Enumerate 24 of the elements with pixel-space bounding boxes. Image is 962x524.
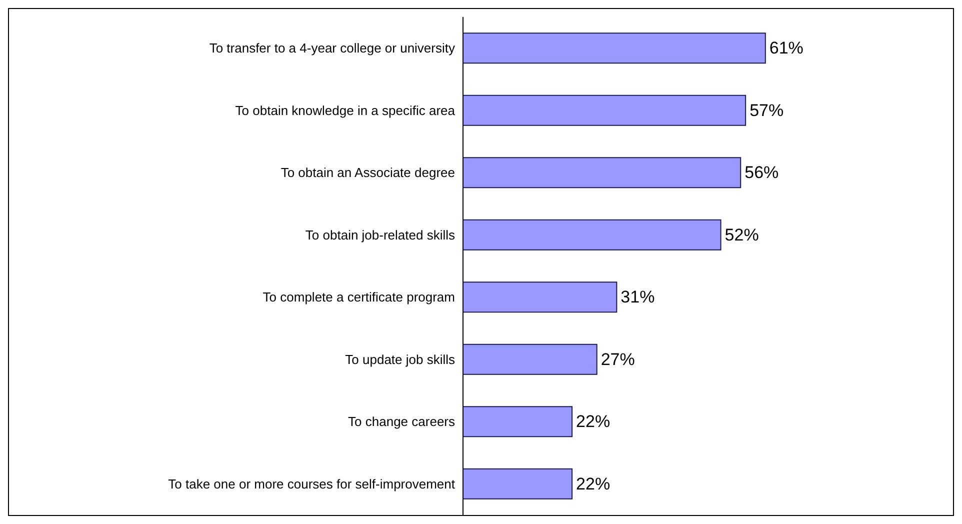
- bar: [463, 282, 618, 313]
- bar: [463, 157, 742, 188]
- data-label: 57%: [750, 100, 784, 120]
- bar: [463, 406, 573, 438]
- data-label: 27%: [600, 350, 635, 369]
- bar: [463, 344, 598, 375]
- y-tick-label: To complete a certificate program: [262, 290, 455, 305]
- data-label: 61%: [769, 38, 804, 58]
- data-label: 22%: [576, 412, 610, 432]
- y-tick-label: To change careers: [348, 414, 456, 430]
- bar: [463, 94, 746, 126]
- data-label: 56%: [744, 163, 779, 182]
- y-tick-label: To obtain an Associate degree: [280, 165, 455, 180]
- data-label: 31%: [620, 288, 655, 307]
- bar: [463, 219, 722, 250]
- y-tick-label: To obtain job-related skills: [305, 227, 456, 242]
- bar: [463, 32, 766, 64]
- y-tick-label: To take one or more courses for self-improvement: [168, 476, 456, 492]
- data-label: 22%: [576, 474, 610, 494]
- y-tick-label: To obtain knowledge in a specific area: [235, 102, 456, 118]
- data-label: 52%: [724, 225, 759, 244]
- y-tick-label: To transfer to a 4-year college or university: [209, 40, 456, 56]
- bar: [463, 468, 573, 500]
- y-tick-label: To update job skills: [345, 352, 456, 367]
